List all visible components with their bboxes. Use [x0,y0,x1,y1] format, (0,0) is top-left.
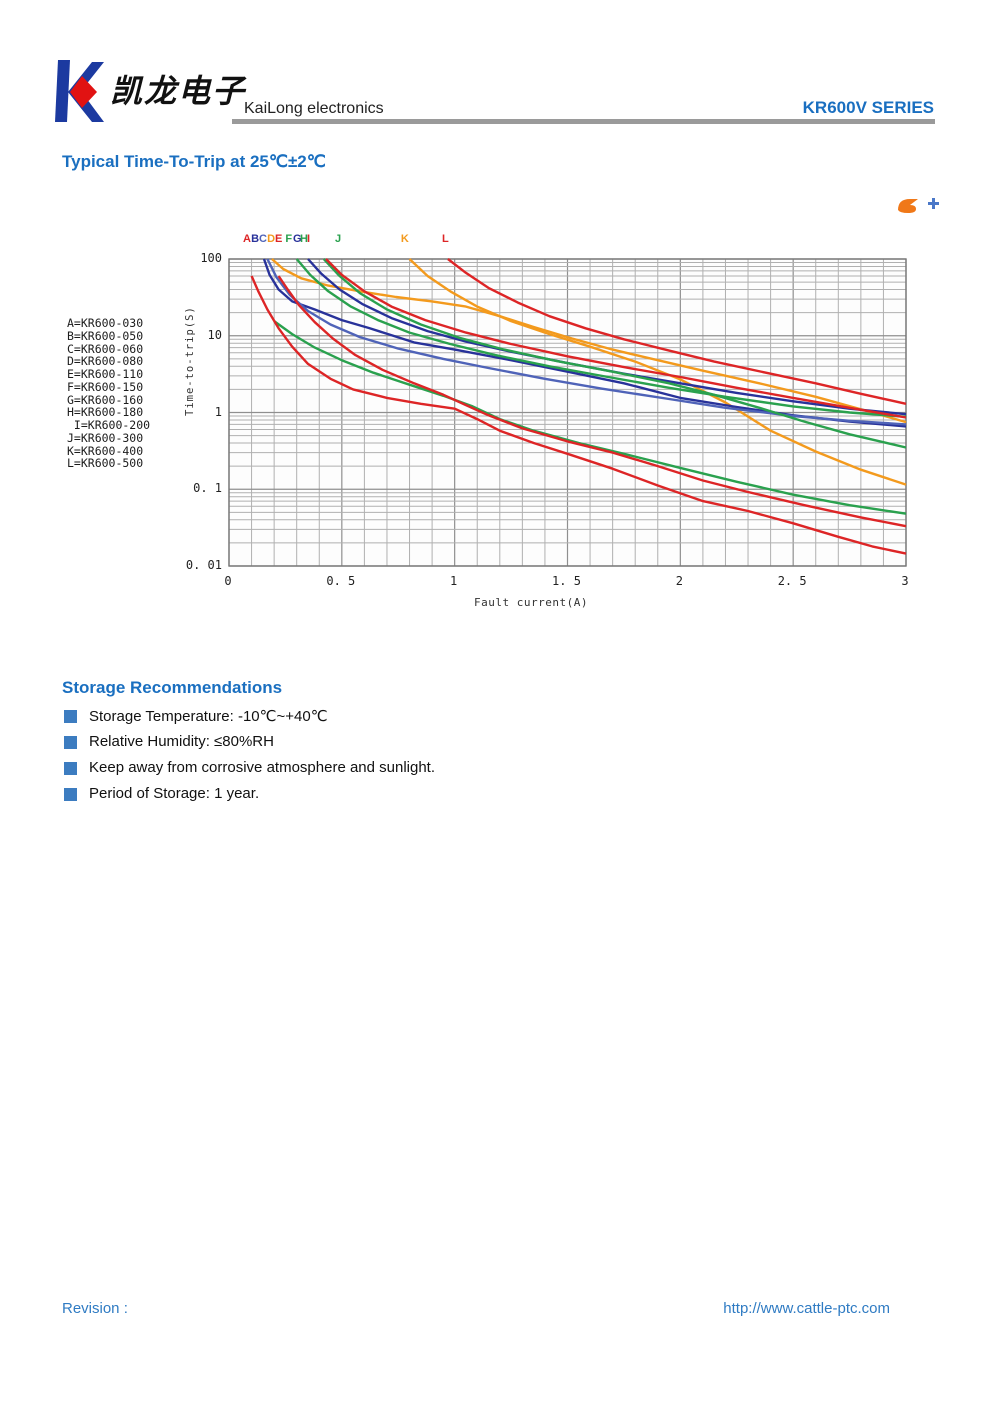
y-tick: 0. 1 [193,481,222,496]
curve-F [295,258,907,418]
brand-chinese: 凯龙电子 [110,72,247,110]
bullet-square-icon [64,762,77,775]
curve-letter-K: K [400,233,409,245]
curve-letter-H: H [300,233,308,245]
legend-item: L=KR600-500 [67,456,144,471]
storage-item-text: Relative Humidity: ≤80%RH [89,733,274,750]
legend-item: A=KR600-030 [67,316,144,330]
x-tick: 1. 5 [552,574,581,588]
x-tick: 2 [675,574,683,588]
x-tick: 0. 5 [326,574,356,588]
legend-item: B=KR600-050 [67,328,144,343]
curve-K [408,258,907,486]
curve-L [447,258,907,405]
curve-legend: A=KR600-030 B=KR600-050 C=KR600-060 D=KR600… [67,317,150,470]
x-tick: 2. 5 [777,574,807,588]
time-to-trip-chart [228,258,907,567]
curve-letter-G: G [293,233,302,245]
brand-english: KaiLong electronics [244,100,384,117]
curve-letter-L: L [441,233,449,245]
legend-item: K=KR600-400 [67,443,144,458]
x-tick: 1 [450,574,458,588]
curve-letter-J: J [335,233,342,245]
storage-item-text: Period of Storage: 1 year. [89,785,260,802]
header-rule [232,119,935,124]
legend-item: E=KR600-110 [67,367,144,381]
series-label: KR600V SERIES [802,98,934,117]
storage-title: Storage Recommendations [62,678,283,697]
legend-item: C=KR600-060 [67,341,144,356]
bullet-square-icon [64,710,77,723]
legend-item: H=KR600-180 [67,405,144,420]
storage-item: Storage Temperature: -10℃~+40℃ [64,707,764,733]
x-tick: 3 [901,574,909,588]
curve-letter-E: E [275,233,283,245]
storage-item: Keep away from corrosive atmosphere and … [64,759,764,785]
curve-E [277,275,907,528]
y-tick: 0. 01 [185,558,222,572]
bullet-square-icon [64,736,77,749]
bullet-square-icon [64,788,77,801]
curve-B [262,258,907,428]
storage-item-text: Storage Temperature: -10℃~+40℃ [89,708,328,725]
y-tick: 100 [200,251,222,265]
curve-D [271,258,907,424]
curve-letter-I: I [307,233,311,245]
footer-url-link[interactable]: http://www.cattle-ptc.com [723,1300,890,1317]
y-tick: 1 [214,404,222,419]
legend-item: I=KR600-200 [67,418,151,432]
curve-letter-F: F [285,233,293,245]
curve-A [250,275,907,555]
storage-list: Storage Temperature: -10℃~+40℃ Relative H… [64,707,764,811]
chart-title: Typical Time-To-Trip at 25℃±2℃ [62,152,326,171]
curve-C [266,258,907,426]
revision-label: Revision : [62,1300,128,1317]
y-tick: 10 [207,327,222,342]
curve-letter-D: D [267,233,276,245]
legend-item: G=KR600-160 [67,392,144,407]
legend-item: F=KR600-150 [67,379,144,394]
storage-item: Relative Humidity: ≤80%RH [64,733,764,759]
curve-H [322,258,907,449]
legend-item: D=KR600-080 [67,354,144,369]
legend-item: J=KR600-300 [67,430,144,445]
curve-I [325,258,907,419]
curve-letter-A: A [242,233,251,245]
curve-letter-C: C [258,233,267,245]
watermark-icon [898,198,939,213]
x-tick: 0 [224,574,232,588]
storage-item: Period of Storage: 1 year. [64,785,764,811]
kailong-logo-icon [55,60,104,122]
x-axis-title: Fault current(A) [474,596,588,609]
curve-letter-B: B [251,233,260,245]
storage-item-text: Keep away from corrosive atmosphere and … [89,759,436,776]
